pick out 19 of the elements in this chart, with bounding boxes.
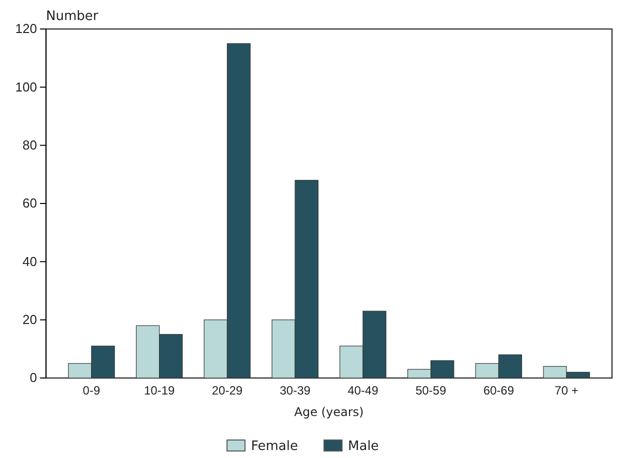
x-tick-label: 20-29 <box>212 384 243 398</box>
x-tick-label: 70 + <box>554 384 578 398</box>
legend-label: Male <box>348 439 379 454</box>
y-axis-title: Number <box>46 9 99 24</box>
x-tick-label: 30-39 <box>280 384 311 398</box>
y-tick-label: 120 <box>15 21 37 36</box>
x-axis-title: Age (years) <box>294 405 364 419</box>
x-tick-label: 60-69 <box>483 384 514 398</box>
y-tick-label: 40 <box>22 254 37 269</box>
y-tick-label: 100 <box>15 79 37 94</box>
x-tick-label: 10-19 <box>144 384 175 398</box>
y-tick-label: 20 <box>22 312 37 327</box>
y-tick-label: 80 <box>22 137 37 152</box>
x-tick-label: 50-59 <box>415 384 446 398</box>
y-tick-label: 0 <box>30 370 37 386</box>
x-tick-label: 0-9 <box>82 384 100 398</box>
y-tick-label: 60 <box>22 196 37 211</box>
legend-label: Female <box>251 439 298 454</box>
x-tick-label: 40-49 <box>348 384 379 398</box>
